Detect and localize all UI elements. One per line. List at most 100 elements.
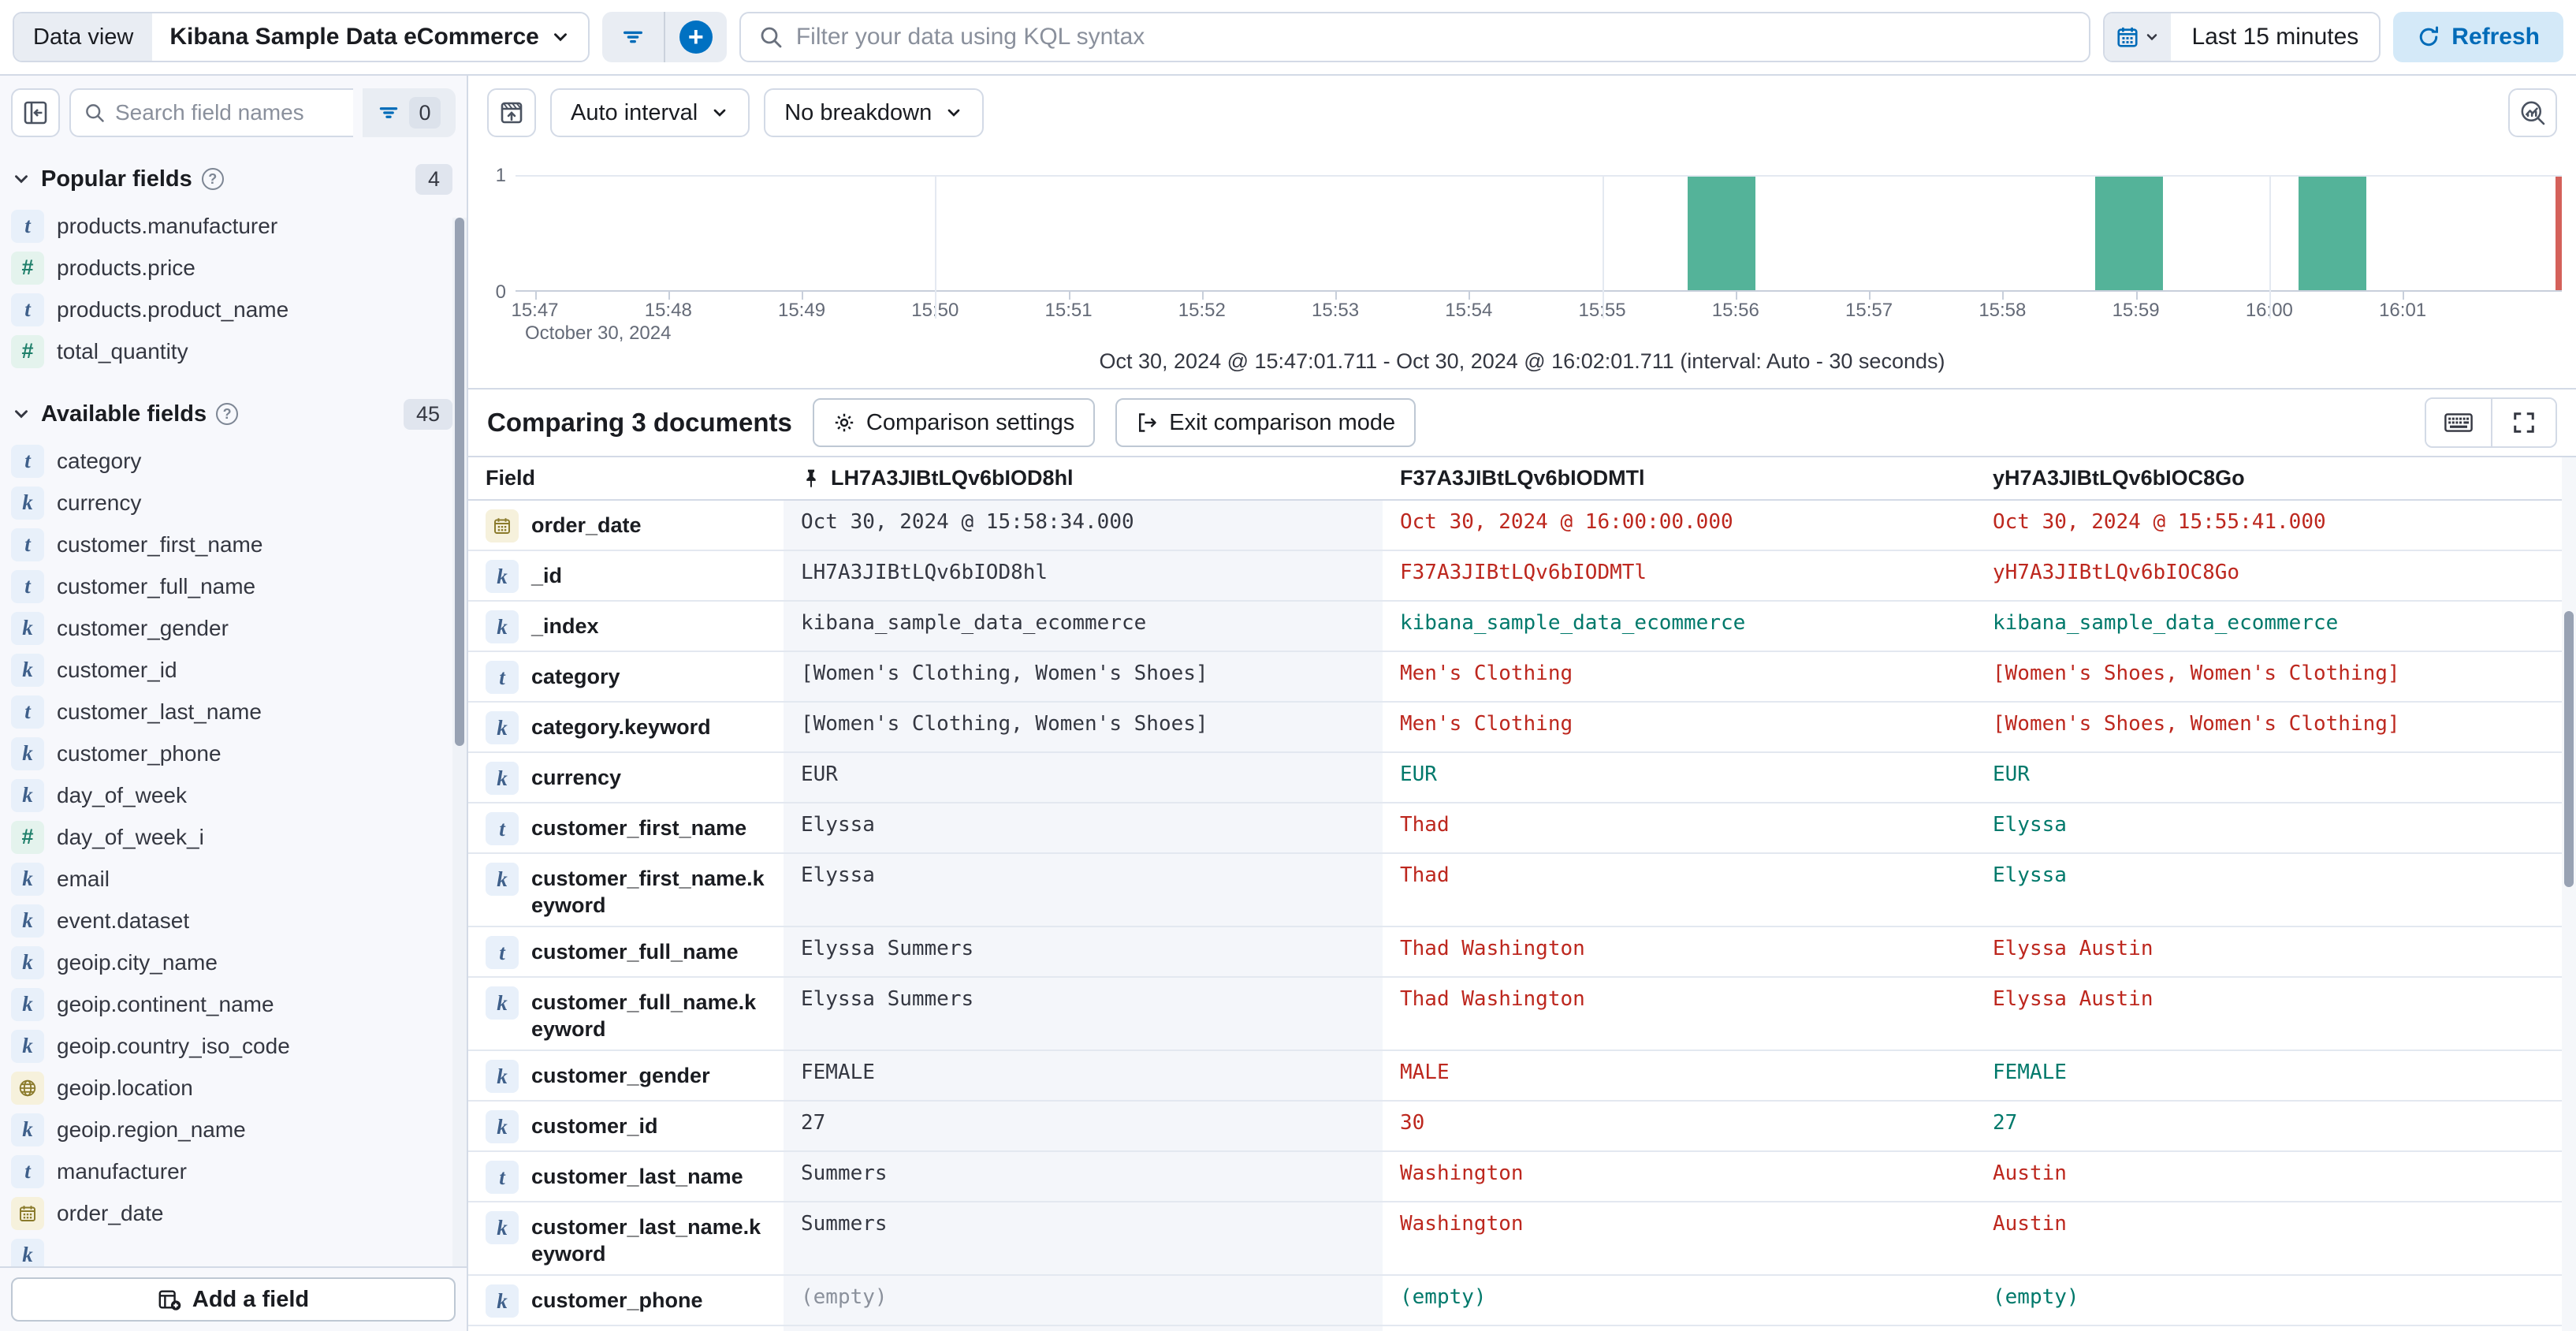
field-item-customer_last_name[interactable]: t customer_last_name — [0, 691, 467, 733]
field-name-cell[interactable]: k customer_full_name.keyword — [468, 978, 784, 1050]
histogram-bar[interactable] — [2094, 177, 2163, 290]
available-fields-list: t category k currency t customer_first_name t c… — [0, 440, 467, 1276]
doc3-value: Elyssa — [1993, 863, 2067, 887]
field-search-input[interactable] — [115, 100, 341, 125]
field-item-geoip.continent_name[interactable]: k geoip.continent_name — [0, 983, 467, 1025]
histogram-bar[interactable] — [1688, 177, 1756, 290]
field-item-email[interactable]: k email — [0, 858, 467, 900]
field-item-products.manufacturer[interactable]: t products.manufacturer — [0, 205, 467, 247]
doc2-value: Washington — [1400, 1212, 1524, 1236]
doc3-value: Austin — [1993, 1212, 2067, 1236]
field-name-cell[interactable]: order_date — [468, 501, 784, 550]
doc3-value: FEMALE — [1993, 1061, 2067, 1084]
sidebar-scrollbar-thumb[interactable] — [455, 218, 464, 746]
field-item-geoip.region_name[interactable]: k geoip.region_name — [0, 1109, 467, 1150]
available-fields-header[interactable]: Available fields ? 45 — [0, 396, 467, 432]
field-item-geoip.city_name[interactable]: k geoip.city_name — [0, 941, 467, 983]
field-item-geoip.location[interactable]: geoip.location — [0, 1067, 467, 1109]
add-field-button[interactable]: Add a field — [11, 1277, 456, 1322]
keyword-field-icon: k — [11, 1029, 44, 1063]
field-item-event.dataset[interactable]: k event.dataset — [0, 900, 467, 941]
field-item-customer_id[interactable]: k customer_id — [0, 649, 467, 691]
field-item-label: geoip.location — [57, 1075, 193, 1100]
hide-chart-button[interactable] — [487, 88, 536, 137]
chart-toolbar: Auto interval No breakdown — [468, 76, 2576, 154]
field-item-day_of_week[interactable]: k day_of_week — [0, 774, 467, 816]
popular-fields-header[interactable]: Popular fields ? 4 — [0, 161, 467, 197]
table-row-category.keyword: k category.keyword [Women's Clothing, Wome… — [468, 703, 2576, 753]
field-item-day_of_week_i[interactable]: # day_of_week_i — [0, 816, 467, 858]
data-view-label: Data view — [14, 13, 153, 61]
fullscreen-button[interactable] — [2491, 399, 2556, 446]
number-field-icon: # — [11, 820, 44, 854]
collapse-sidebar-button[interactable] — [11, 88, 60, 137]
field-name-cell[interactable]: t customer_last_name — [468, 1152, 784, 1201]
field-item-products.price[interactable]: # products.price — [0, 247, 467, 289]
field-item-label: customer_gender — [57, 615, 229, 640]
field-name-cell[interactable]: k _id — [468, 551, 784, 600]
field-name-cell[interactable]: k customer_gender — [468, 1051, 784, 1100]
chart-time-range-caption: Oct 30, 2024 @ 15:47:01.711 - Oct 30, 20… — [1099, 349, 1945, 373]
doc2-value: F37A3JIBtLQv6bIODMTl — [1400, 561, 1647, 584]
table-row-customer_id: k customer_id 27 30 27 — [468, 1102, 2576, 1152]
field-item-products.product_name[interactable]: t products.product_name — [0, 289, 467, 330]
add-filter-button[interactable]: + — [665, 12, 727, 62]
field-item-order_date[interactable]: order_date — [0, 1192, 467, 1234]
plus-icon: + — [679, 21, 713, 54]
doc2-value: MALE — [1400, 1061, 1450, 1084]
text-field-icon: t — [11, 444, 44, 478]
field-name-label: _id — [531, 564, 563, 587]
comparison-settings-button[interactable]: Comparison settings — [812, 398, 1096, 447]
refresh-button[interactable]: Refresh — [2393, 12, 2563, 62]
lens-explore-icon — [2519, 99, 2546, 126]
field-name-cell[interactable]: k customer_id — [468, 1102, 784, 1150]
field-name-cell[interactable]: t customer_full_name — [468, 927, 784, 976]
time-range-value[interactable]: Last 15 minutes — [2191, 24, 2359, 50]
field-search-box[interactable] — [69, 88, 353, 137]
field-name-cell[interactable]: k category.keyword — [468, 703, 784, 751]
exit-icon — [1136, 412, 1158, 434]
field-item-customer_gender[interactable]: k customer_gender — [0, 607, 467, 649]
data-view-selector[interactable]: Kibana Sample Data eCommerce — [152, 24, 588, 50]
pinned-doc-value: EUR — [784, 753, 1383, 802]
field-name-cell[interactable]: k customer_first_name.keyword — [468, 854, 784, 926]
field-name-cell[interactable]: k customer_last_name.keyword — [468, 1202, 784, 1274]
table-scrollbar-thumb[interactable] — [2564, 611, 2574, 887]
time-picker-calendar-button[interactable] — [2105, 13, 2172, 61]
chevron-down-icon — [11, 404, 32, 424]
field-name-cell[interactable]: t customer_first_name — [468, 803, 784, 852]
explore-in-lens-button[interactable] — [2508, 88, 2557, 137]
breakdown-dropdown[interactable]: No breakdown — [764, 88, 985, 137]
field-filter-button[interactable]: 0 — [363, 88, 456, 137]
kql-search-bar[interactable] — [739, 12, 2091, 62]
popular-fields-list: t products.manufacturer # products.price t pr… — [0, 205, 467, 372]
kql-search-input[interactable] — [795, 24, 2072, 50]
field-item-manufacturer[interactable]: t manufacturer — [0, 1150, 467, 1192]
field-item-total_quantity[interactable]: # total_quantity — [0, 330, 467, 372]
field-item-customer_full_name[interactable]: t customer_full_name — [0, 565, 467, 607]
doc2-value: EUR — [1400, 762, 1437, 786]
doc2-value: Men's Clothing — [1400, 712, 1573, 736]
interval-dropdown[interactable]: Auto interval — [550, 88, 750, 137]
exit-comparison-button[interactable]: Exit comparison mode — [1115, 398, 1416, 447]
histogram-chart[interactable]: 1 0 15:4715:4815:4915:5015:5115:5215:531… — [468, 154, 2576, 388]
field-name-cell[interactable]: k currency — [468, 753, 784, 802]
doc2-value: (empty) — [1400, 1285, 1487, 1309]
field-item-geoip.country_iso_code[interactable]: k geoip.country_iso_code — [0, 1025, 467, 1067]
keyword-field-icon: k — [11, 653, 44, 687]
field-name-cell[interactable]: k _index — [468, 602, 784, 651]
saved-filters-button[interactable] — [602, 12, 664, 62]
field-item-customer_phone[interactable]: k customer_phone — [0, 733, 467, 774]
pinned-doc-value: (empty) — [784, 1276, 1383, 1325]
field-name-cell[interactable]: t category — [468, 652, 784, 701]
popular-fields-title: Popular fields — [41, 166, 192, 192]
field-name-cell[interactable]: k customer_phone — [468, 1276, 784, 1325]
field-item-category[interactable]: t category — [0, 440, 467, 482]
histogram-bar[interactable] — [2298, 177, 2366, 290]
field-item-currency[interactable]: k currency — [0, 482, 467, 524]
x-axis-tick-mark — [2403, 292, 2405, 300]
doc3-value: EUR — [1993, 762, 2030, 786]
field-item-customer_first_name[interactable]: t customer_first_name — [0, 524, 467, 565]
keyboard-shortcuts-button[interactable] — [2426, 399, 2491, 446]
